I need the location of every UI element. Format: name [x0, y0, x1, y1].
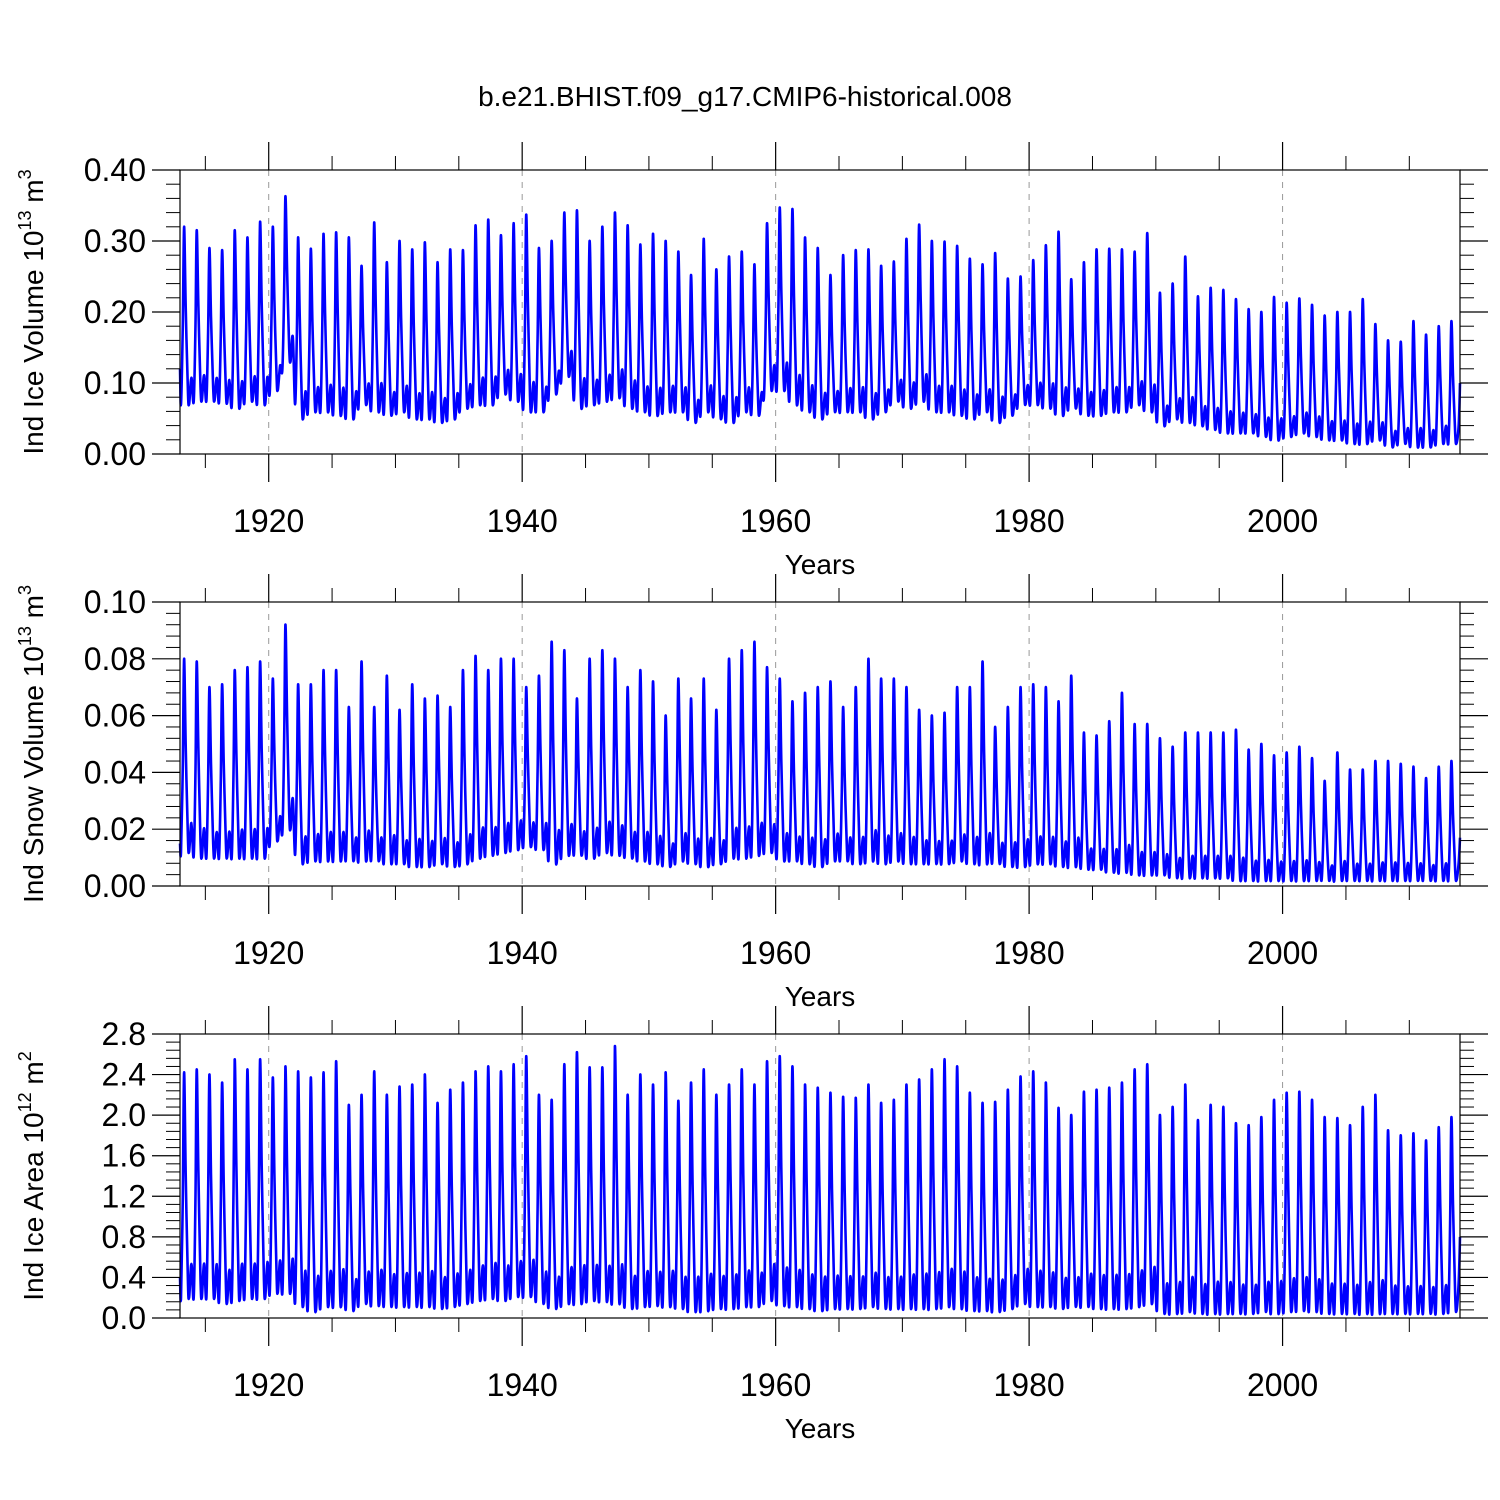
y-axis-title-unit-exponent: 3	[15, 169, 35, 179]
y-axis-title: Ind Snow Volume 1013 m3	[15, 585, 49, 903]
series-line-ind-snow-volume	[178, 623, 1462, 883]
y-tick-label: 0.10	[84, 365, 146, 401]
y-axis-title-unit-exponent: 2	[15, 1051, 35, 1061]
x-tick-label: 1960	[740, 935, 811, 971]
plot-frame	[179, 1033, 1461, 1319]
x-tick-label: 2000	[1247, 935, 1318, 971]
x-axis-title: Years	[785, 981, 856, 1012]
x-tick-label: 1960	[740, 503, 811, 539]
y-axis-title: Ind Ice Volume 1013 m3	[15, 169, 49, 454]
y-axis-title-unit: m	[18, 595, 49, 626]
x-tick-label: 2000	[1247, 1367, 1318, 1403]
chart-panel-2: 0.00 0.02 0.04 0.06 0.08 0.10 1920 1940 1960 1980…	[15, 574, 1488, 1012]
series-line-ind-ice-volume	[178, 194, 1462, 449]
x-tick-label: 1920	[233, 503, 304, 539]
y-tick-label: 0.4	[102, 1259, 146, 1295]
x-tick-label: 2000	[1247, 503, 1318, 539]
y-tick-label: 0.8	[102, 1219, 146, 1255]
y-axis-title-unit-exponent: 3	[15, 585, 35, 595]
y-tick-label: 0.20	[84, 294, 146, 330]
x-tick-label: 1980	[994, 503, 1065, 539]
y-tick-label: 1.6	[102, 1138, 146, 1174]
y-tick-label: 0.0	[102, 1300, 146, 1336]
y-tick-label: 0.30	[84, 223, 146, 259]
y-tick-label: 0.06	[84, 698, 146, 734]
y-axis-title-exponent: 12	[15, 1092, 35, 1112]
y-axis-title-main: Ind Ice Volume 10	[18, 231, 49, 455]
x-tick-label: 1980	[994, 935, 1065, 971]
y-axis-title-main: Ind Ice Area 10	[18, 1112, 49, 1300]
y-axis-title-exponent: 13	[15, 210, 35, 230]
chart-panel-3: 0.0 0.4 0.8 1.2 1.6 2.0 2.4 2.8 1920 1940 1960 1980…	[15, 1006, 1488, 1444]
x-axis-title: Years	[785, 549, 856, 580]
y-tick-label: 0.04	[84, 754, 146, 790]
x-tick-label: 1980	[994, 1367, 1065, 1403]
y-axis-title-main: Ind Snow Volume 10	[18, 646, 49, 903]
y-axis-title-unit: m	[18, 1061, 49, 1092]
x-tick-label: 1920	[233, 1367, 304, 1403]
series-line-ind-ice-area	[178, 1044, 1462, 1317]
y-tick-label: 2.0	[102, 1097, 146, 1133]
y-tick-label: 0.00	[84, 436, 146, 472]
chart-panel-1: 0.00 0.10 0.20 0.30 0.40 1920 1940 1960 1980 2000…	[15, 142, 1488, 580]
y-tick-label: 0.00	[84, 868, 146, 904]
x-tick-label: 1960	[740, 1367, 811, 1403]
y-tick-label: 1.2	[102, 1178, 146, 1214]
y-tick-label: 0.40	[84, 152, 146, 188]
x-axis-title: Years	[785, 1413, 856, 1444]
y-axis-title-exponent: 13	[15, 626, 35, 646]
y-axis-title-unit: m	[18, 179, 49, 210]
chart-title: b.e21.BHIST.f09_g17.CMIP6-historical.008	[478, 81, 1012, 112]
x-tick-label: 1940	[487, 503, 558, 539]
y-tick-label: 0.08	[84, 641, 146, 677]
plot-frame	[179, 601, 1461, 887]
y-axis-title: Ind Ice Area 1012 m2	[15, 1051, 49, 1301]
x-tick-label: 1940	[487, 935, 558, 971]
y-tick-label: 0.10	[84, 584, 146, 620]
x-tick-label: 1920	[233, 935, 304, 971]
y-tick-label: 0.02	[84, 811, 146, 847]
x-tick-label: 1940	[487, 1367, 558, 1403]
y-tick-label: 2.8	[102, 1016, 146, 1052]
y-tick-label: 2.4	[102, 1057, 146, 1093]
